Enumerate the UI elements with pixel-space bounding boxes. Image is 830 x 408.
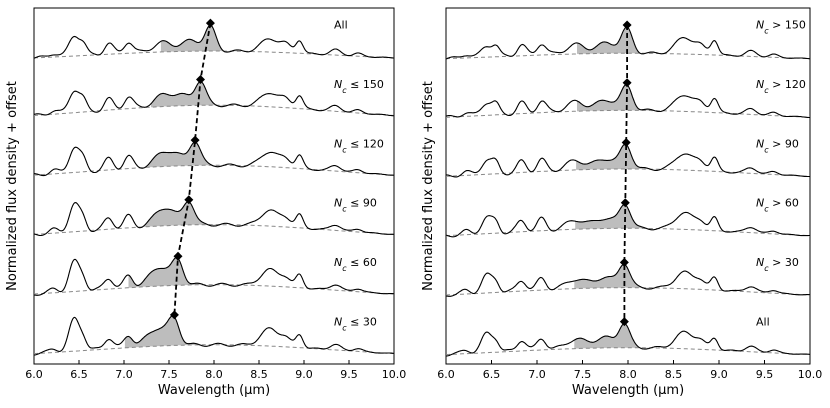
spectrum-line <box>445 263 810 297</box>
peak-shaded-area <box>124 315 202 348</box>
spectrum-line <box>33 201 394 237</box>
x-axis-label: Wavelength (μm) <box>158 383 270 398</box>
continuum-line <box>445 287 811 296</box>
spectrum-line <box>445 323 811 357</box>
series-label: Nc > 60 <box>756 197 799 214</box>
peak-shaded-area <box>577 84 655 112</box>
spectrum-group: All <box>33 18 395 59</box>
peak-shaded-area <box>574 264 652 290</box>
spectrum-line <box>33 315 395 356</box>
continuum-line <box>33 50 395 59</box>
spectrum-group: Nc > 60 <box>445 197 811 238</box>
x-tick-label: 7.0 <box>528 368 546 381</box>
continuum-line <box>33 104 395 116</box>
y-axis-label: Normalized flux density + offset <box>421 81 436 291</box>
x-tick-label: 7.5 <box>160 368 178 381</box>
spectrum-group: Nc > 90 <box>445 137 811 178</box>
series-label: All <box>756 315 770 328</box>
series-label: All <box>334 19 348 32</box>
series-label: Nc ≤ 120 <box>334 137 384 154</box>
x-tick-label: 7.5 <box>574 368 592 381</box>
peak-shaded-area <box>577 27 655 54</box>
continuum-line <box>445 347 811 356</box>
x-tick-label: 7.0 <box>115 368 133 381</box>
x-tick-label: 9.5 <box>756 368 774 381</box>
x-tick-label: 10.0 <box>798 368 823 381</box>
peak-marker <box>205 18 215 28</box>
peak-shaded-area <box>576 144 654 171</box>
peak-marker <box>619 257 629 267</box>
x-tick-label: 9.0 <box>710 368 728 381</box>
peak-trend-line <box>173 23 212 315</box>
left-panel: 6.0 6.5 7.0 7.5 8.0 8.5 9.0 9.5 10.0 Wavelength (… <box>5 7 407 398</box>
x-tick-label: 10.0 <box>382 368 407 381</box>
series-label: Nc ≤ 30 <box>334 315 377 332</box>
spectrum-group: Nc > 30 <box>445 256 811 297</box>
series-label: Nc ≤ 60 <box>334 256 377 273</box>
peak-marker <box>621 138 631 148</box>
x-tick-label: 8.5 <box>250 368 268 381</box>
continuum-line <box>445 227 811 237</box>
peak-shaded-area <box>128 257 205 288</box>
spectrum-line <box>33 256 394 296</box>
continuum-line <box>446 109 810 118</box>
spectrum-group: Nc ≤ 120 <box>33 135 395 177</box>
right-panel: 6.0 6.5 7.0 7.5 8.0 8.5 9.0 9.5 10.0 Wavelength (… <box>421 7 823 398</box>
peak-shaded-area <box>160 25 238 53</box>
spectrum-line <box>33 81 395 117</box>
x-tick-label: 6.0 <box>437 368 455 381</box>
plot-frame <box>33 7 395 365</box>
peak-shaded-area <box>151 81 228 108</box>
x-tick-label: 8.0 <box>205 368 223 381</box>
x-tick-label: 8.5 <box>665 368 683 381</box>
x-tick-label: 6.5 <box>483 368 501 381</box>
peak-shaded-area <box>145 142 223 168</box>
y-axis-label: Normalized flux density + offset <box>5 81 20 291</box>
spectrum-group: Nc ≤ 90 <box>33 195 395 237</box>
x-tick-label: 9.0 <box>295 368 313 381</box>
series-label: Nc > 90 <box>756 137 799 154</box>
spectrum-group: Nc ≤ 30 <box>33 310 395 356</box>
series-label: Nc > 120 <box>756 78 806 95</box>
spectrum-group: Nc ≤ 60 <box>33 251 395 296</box>
x-tick-label: 6.5 <box>70 368 88 381</box>
spectrum-group: Nc ≤ 150 <box>33 75 395 117</box>
spectrum-line <box>33 141 394 177</box>
peak-shaded-area <box>574 323 652 350</box>
x-tick-label: 8.0 <box>619 368 637 381</box>
spectrum-line <box>446 143 811 178</box>
x-tick-label: 6.0 <box>25 368 43 381</box>
spectrum-line <box>33 24 395 59</box>
spectrum-line <box>445 204 810 238</box>
x-axis-label: Wavelength (μm) <box>572 383 684 398</box>
spectrum-group: Nc > 120 <box>445 78 810 119</box>
spectrum-group: All <box>445 315 811 357</box>
peak-shaded-area <box>139 201 216 228</box>
series-label: Nc > 30 <box>756 256 799 273</box>
peak-marker <box>169 310 179 320</box>
series-label: Nc ≤ 150 <box>334 78 384 95</box>
series-label: Nc ≤ 90 <box>334 197 377 214</box>
series-label: Nc > 150 <box>756 19 806 36</box>
peak-marker <box>190 135 200 145</box>
peak-trend-line <box>623 25 628 322</box>
x-tick-label: 9.5 <box>340 368 358 381</box>
continuum-line <box>445 168 811 177</box>
